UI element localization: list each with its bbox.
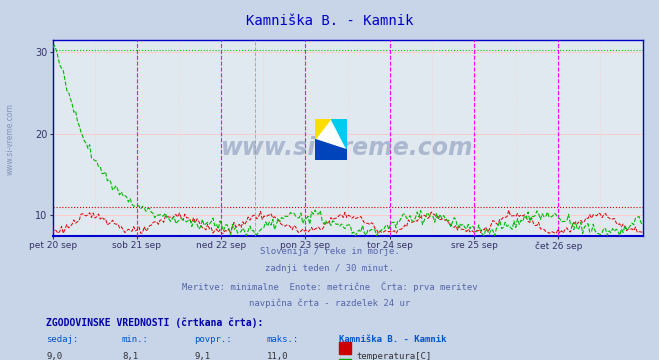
Text: Kamniška B. - Kamnik: Kamniška B. - Kamnik (339, 335, 447, 344)
Text: temperatura[C]: temperatura[C] (357, 352, 432, 360)
Text: 9,1: 9,1 (194, 352, 210, 360)
Polygon shape (331, 119, 347, 150)
Text: Slovenija / reke in morje.: Slovenija / reke in morje. (260, 247, 399, 256)
Text: povpr.:: povpr.: (194, 335, 232, 344)
Text: ZGODOVINSKE VREDNOSTI (črtkana črta):: ZGODOVINSKE VREDNOSTI (črtkana črta): (46, 318, 264, 328)
Text: min.:: min.: (122, 335, 149, 344)
Text: 11,0: 11,0 (267, 352, 289, 360)
Text: maks.:: maks.: (267, 335, 299, 344)
Text: 8,1: 8,1 (122, 352, 138, 360)
Polygon shape (315, 119, 331, 139)
Text: www.si-vreme.com: www.si-vreme.com (221, 135, 474, 159)
Text: 9,0: 9,0 (46, 352, 62, 360)
Text: Meritve: minimalne  Enote: metrične  Črta: prva meritev: Meritve: minimalne Enote: metrične Črta:… (182, 281, 477, 292)
Polygon shape (315, 139, 347, 160)
Text: sedaj:: sedaj: (46, 335, 78, 344)
Text: www.si-vreme.com: www.si-vreme.com (5, 103, 14, 175)
Text: navpična črta - razdelek 24 ur: navpična črta - razdelek 24 ur (249, 298, 410, 308)
Text: zadnji teden / 30 minut.: zadnji teden / 30 minut. (265, 264, 394, 273)
Text: Kamniška B. - Kamnik: Kamniška B. - Kamnik (246, 14, 413, 28)
